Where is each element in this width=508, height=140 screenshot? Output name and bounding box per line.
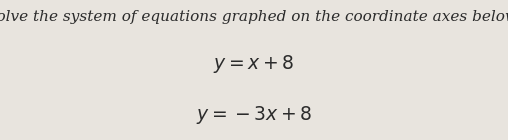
Text: $y = -3x + 8$: $y = -3x + 8$: [196, 104, 312, 126]
Text: $y = x + 8$: $y = x + 8$: [213, 53, 295, 75]
Text: Solve the system of equations graphed on the coordinate axes below.: Solve the system of equations graphed on…: [0, 10, 508, 24]
